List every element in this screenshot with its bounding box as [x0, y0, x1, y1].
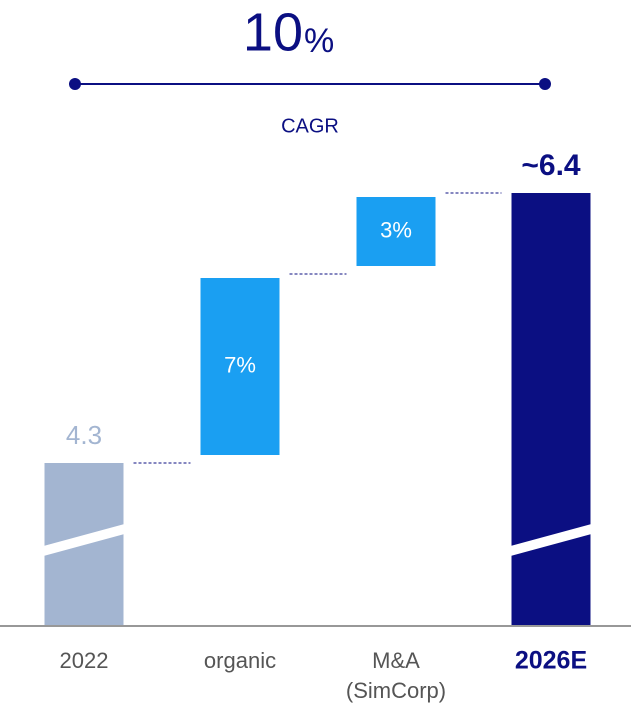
value-label: 7% — [224, 352, 256, 377]
value-label: 4.3 — [66, 420, 102, 450]
x-tick-label: M&A — [372, 648, 420, 673]
bar — [200, 278, 280, 455]
x-tick-label: organic — [204, 648, 276, 673]
x-tick-label: 2022 — [60, 648, 109, 673]
x-tick-label: (SimCorp) — [346, 678, 446, 703]
cagr-dot — [539, 78, 551, 90]
x-tick-label: 2026E — [515, 647, 587, 675]
cagr-dot — [69, 78, 81, 90]
bar — [511, 193, 591, 625]
cagr-label: CAGR — [281, 115, 339, 137]
value-label: 3% — [380, 217, 412, 242]
value-label: ~6.4 — [521, 149, 581, 182]
axis-break — [510, 524, 592, 556]
bar — [356, 197, 436, 266]
cagr-unit: % — [304, 22, 334, 60]
axis-break — [43, 524, 125, 556]
cagr-value: 10 — [243, 2, 303, 62]
